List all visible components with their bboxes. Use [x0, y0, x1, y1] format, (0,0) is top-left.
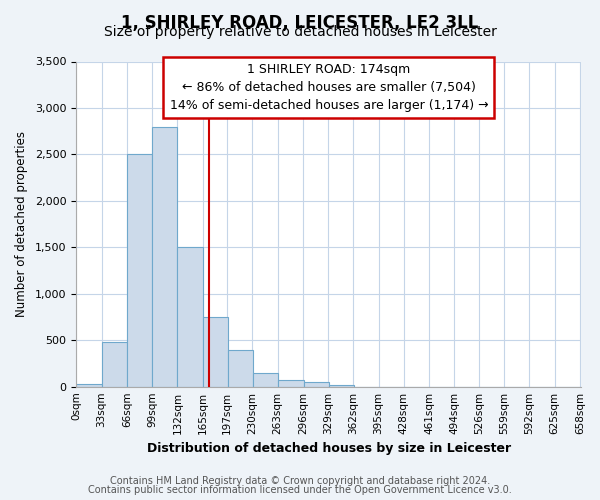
Bar	[203, 317, 228, 386]
Text: Contains HM Land Registry data © Crown copyright and database right 2024.: Contains HM Land Registry data © Crown c…	[110, 476, 490, 486]
Bar	[329, 385, 354, 386]
Y-axis label: Number of detached properties: Number of detached properties	[15, 131, 28, 317]
Bar	[178, 248, 203, 386]
Bar	[152, 126, 178, 386]
Bar	[304, 382, 329, 386]
Text: 1 SHIRLEY ROAD: 174sqm
← 86% of detached houses are smaller (7,504)
14% of semi-: 1 SHIRLEY ROAD: 174sqm ← 86% of detached…	[170, 63, 488, 112]
Bar	[228, 350, 253, 387]
Text: 1, SHIRLEY ROAD, LEICESTER, LE2 3LL: 1, SHIRLEY ROAD, LEICESTER, LE2 3LL	[121, 14, 479, 32]
Bar	[278, 380, 304, 386]
Bar	[101, 342, 127, 386]
X-axis label: Distribution of detached houses by size in Leicester: Distribution of detached houses by size …	[147, 442, 511, 455]
Bar	[127, 154, 152, 386]
Text: Contains public sector information licensed under the Open Government Licence v3: Contains public sector information licen…	[88, 485, 512, 495]
Text: Size of property relative to detached houses in Leicester: Size of property relative to detached ho…	[104, 25, 496, 39]
Bar	[253, 372, 278, 386]
Bar	[76, 384, 101, 386]
